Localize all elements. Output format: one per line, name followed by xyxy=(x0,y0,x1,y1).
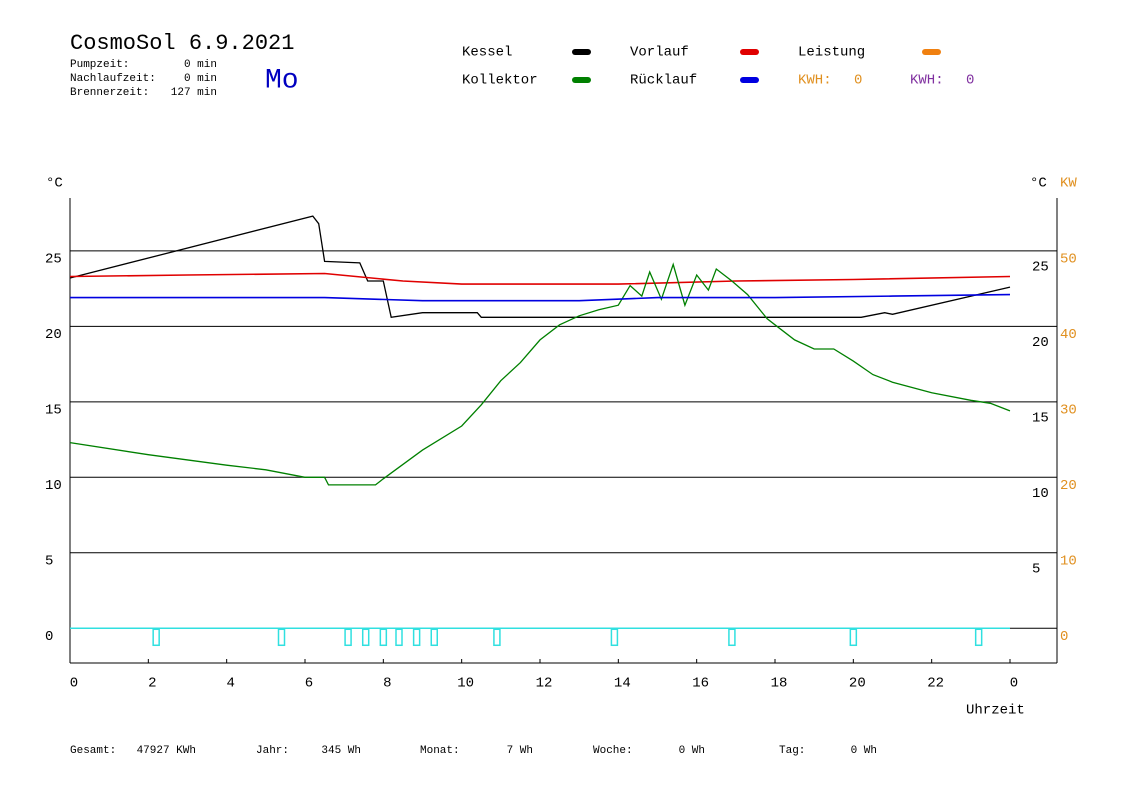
pump-marker xyxy=(430,628,438,647)
legend-swatch xyxy=(922,49,941,55)
info-value: 0 min xyxy=(184,73,217,85)
y-tick-label: 20 xyxy=(45,327,62,343)
pump-marker xyxy=(493,628,501,647)
x-tick-label: 4 xyxy=(226,676,234,692)
legend-label: Rücklauf xyxy=(630,73,697,89)
series-line xyxy=(69,215,1011,319)
y2-axis-label: KW xyxy=(1060,176,1077,192)
series-line xyxy=(69,272,1011,285)
y-tick-label-right: 25 xyxy=(1032,260,1049,276)
kwh-label: KWH: xyxy=(798,73,832,89)
x-tick-label: 0 xyxy=(70,676,78,692)
info-value: 127 min xyxy=(171,87,217,99)
x-tick-label: 18 xyxy=(771,676,788,692)
x-tick-label: 14 xyxy=(614,676,631,692)
footer-label: Gesamt: xyxy=(70,745,116,757)
x-tick-label: 12 xyxy=(536,676,553,692)
footer-value: 7 Wh xyxy=(507,745,533,757)
y2-tick-label: 10 xyxy=(1060,553,1077,569)
footer-label: Woche: xyxy=(593,745,633,757)
footer-value: 47927 KWh xyxy=(137,745,196,757)
x-tick-label: 16 xyxy=(692,676,709,692)
pump-marker xyxy=(379,628,388,647)
y-tick-label-right: 5 xyxy=(1032,561,1040,577)
pump-marker xyxy=(277,628,286,647)
footer-value: 0 Wh xyxy=(679,745,705,757)
legend-swatch xyxy=(572,49,591,55)
series-line xyxy=(70,293,1011,302)
kwh-value: 0 xyxy=(966,73,974,89)
y-tick-label: 10 xyxy=(45,478,62,494)
chart-title: CosmoSol 6.9.2021 xyxy=(70,31,294,56)
y2-tick-label: 0 xyxy=(1060,629,1068,645)
y2-tick-label: 20 xyxy=(1060,478,1077,494)
x-tick-label: 2 xyxy=(148,676,156,692)
legend-label: Kessel xyxy=(462,45,512,61)
y-tick-label: 15 xyxy=(45,403,62,419)
pump-marker xyxy=(728,628,736,647)
x-tick-label: 6 xyxy=(305,676,313,692)
info-value: 0 min xyxy=(184,59,217,71)
y-tick-label-right: 20 xyxy=(1032,335,1049,351)
weekday: Mo xyxy=(265,65,299,96)
y2-tick-label: 50 xyxy=(1060,252,1077,268)
legend-swatch xyxy=(740,49,759,55)
pump-marker xyxy=(610,628,619,647)
footer-label: Tag: xyxy=(779,745,805,757)
kwh-value: 0 xyxy=(854,73,862,89)
pump-marker xyxy=(152,628,160,647)
legend-swatch xyxy=(740,77,759,83)
x-tick-label: 8 xyxy=(383,676,391,692)
x-axis-label: Uhrzeit xyxy=(966,703,1025,719)
footer-value: 0 Wh xyxy=(851,745,877,757)
pump-marker xyxy=(344,628,352,647)
y-axis-label-right: °C xyxy=(1030,176,1047,192)
legend-label: Leistung xyxy=(798,45,865,61)
x-tick-label: 10 xyxy=(457,676,474,692)
y-axis-label: °C xyxy=(46,176,63,192)
y2-tick-label: 30 xyxy=(1060,403,1077,419)
pump-marker xyxy=(974,628,983,647)
y-tick-label: 0 xyxy=(45,629,53,645)
pump-marker xyxy=(361,628,370,647)
legend-label: Kollektor xyxy=(462,73,538,89)
info-label: Pumpzeit: xyxy=(70,59,129,71)
info-label: Brennerzeit: xyxy=(70,87,149,99)
footer-label: Jahr: xyxy=(256,745,289,757)
x-tick-label: 22 xyxy=(927,676,944,692)
pump-marker xyxy=(849,628,858,647)
series-line xyxy=(69,262,1011,486)
footer-value: 345 Wh xyxy=(321,745,361,757)
x-tick-label: 0 xyxy=(1010,676,1018,692)
y-tick-label-right: 10 xyxy=(1032,486,1049,502)
info-label: Nachlaufzeit: xyxy=(70,73,156,85)
y-tick-label: 5 xyxy=(45,553,53,569)
y2-tick-label: 40 xyxy=(1060,327,1077,343)
x-tick-label: 20 xyxy=(849,676,866,692)
y-tick-label-right: 15 xyxy=(1032,411,1049,427)
footer-label: Monat: xyxy=(420,745,460,757)
pump-marker xyxy=(412,628,421,647)
legend-swatch xyxy=(572,77,591,83)
kwh-label: KWH: xyxy=(910,73,944,89)
y-tick-label: 25 xyxy=(45,252,62,268)
pump-marker xyxy=(395,628,403,647)
legend-label: Vorlauf xyxy=(630,45,689,61)
